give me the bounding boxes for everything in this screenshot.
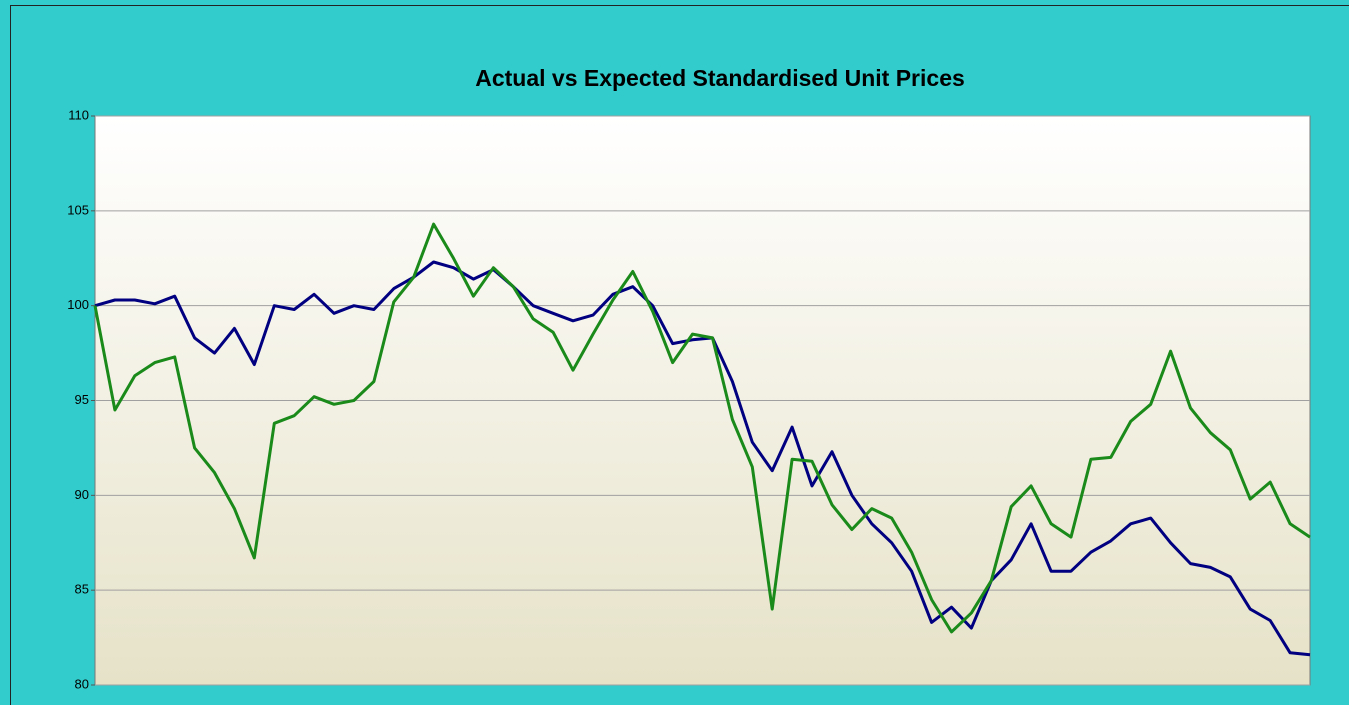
y-tick-label: 85 (75, 582, 89, 597)
line-series (93, 222, 1311, 634)
chart-title: Actual vs Expected Standardised Unit Pri… (475, 65, 965, 91)
y-tick-label: 90 (75, 487, 89, 502)
y-tick-label: 105 (67, 202, 89, 217)
line-series (94, 260, 1311, 657)
y-tick-label: 80 (75, 676, 89, 691)
frame (10, 5, 1349, 705)
y-tick-label: 95 (75, 392, 89, 407)
y-tick-label: 100 (67, 297, 89, 312)
y-tick-label: 110 (68, 107, 89, 122)
